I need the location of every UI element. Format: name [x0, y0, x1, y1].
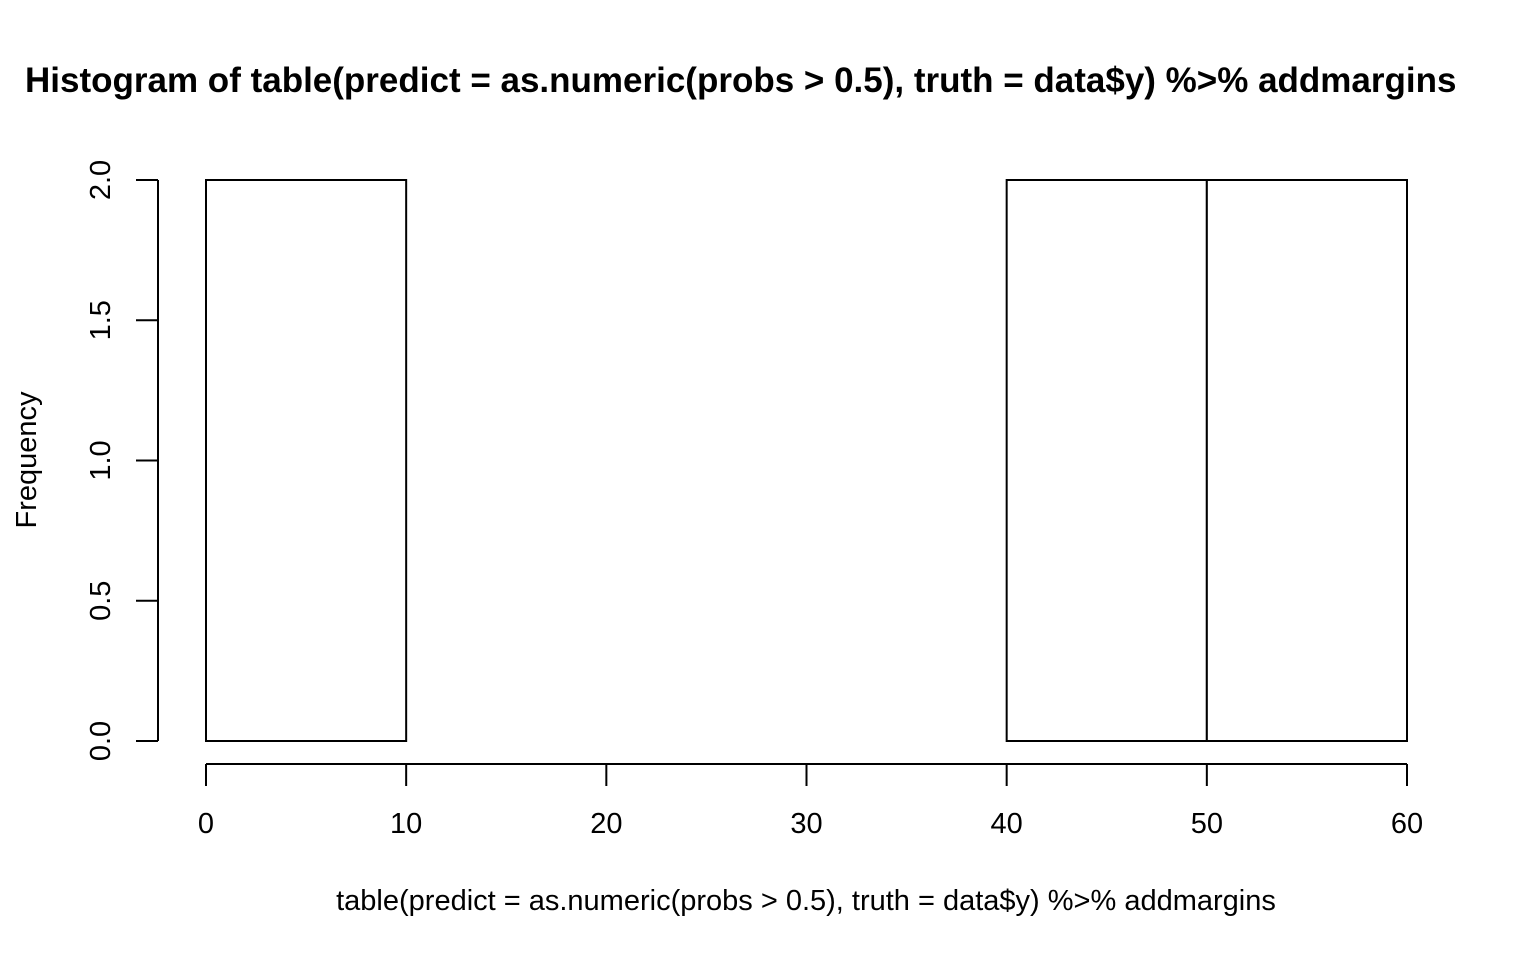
y-tick-label: 2.0 [85, 160, 117, 200]
y-tick-label: 0.0 [85, 721, 117, 761]
histogram-bars [205, 179, 1409, 742]
x-axis-title: table(predict = as.numeric(probs > 0.5),… [336, 885, 1276, 917]
x-axis: 0 10 20 30 40 50 60 [198, 763, 1423, 840]
x-tick-label: 60 [1391, 808, 1423, 840]
x-tick-label: 20 [590, 808, 622, 840]
y-axis: 0.0 0.5 1.0 1.5 2.0 [85, 160, 159, 761]
y-tick-label: 1.5 [85, 300, 117, 340]
y-tick-label: 1.0 [85, 440, 117, 480]
x-tick-label: 40 [991, 808, 1023, 840]
x-tick-label: 10 [390, 808, 422, 840]
histogram-bar [205, 179, 408, 742]
y-tick-label: 0.5 [85, 581, 117, 621]
histogram-bar [1005, 179, 1208, 742]
histogram-bar [1205, 179, 1409, 742]
x-tick-label: 0 [198, 808, 214, 840]
y-axis-title: Frequency [11, 391, 43, 529]
x-tick-label: 30 [790, 808, 822, 840]
x-tick-label: 50 [1191, 808, 1223, 840]
chart-title: Histogram of table(predict = as.numeric(… [25, 61, 1456, 100]
